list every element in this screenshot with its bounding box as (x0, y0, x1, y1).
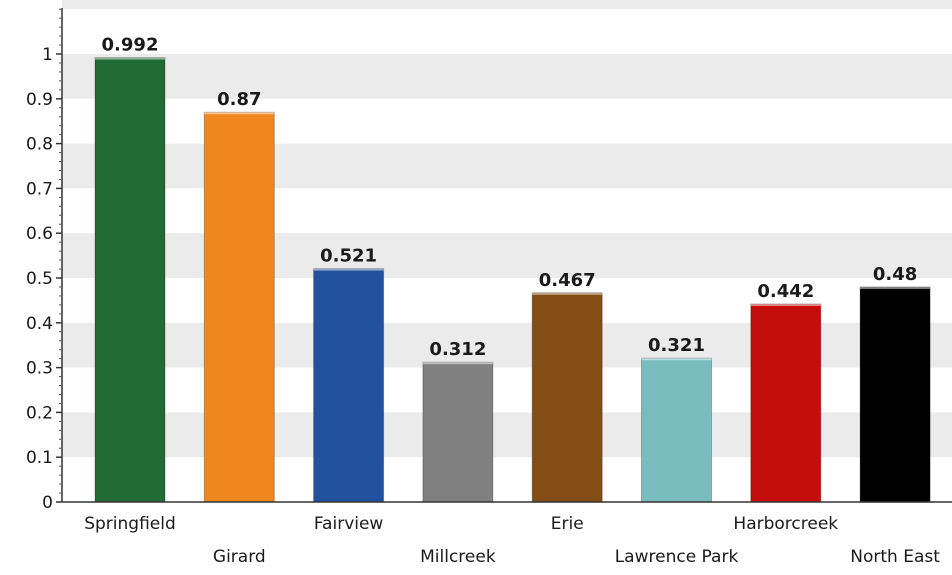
x-tick-label: Girard (213, 547, 266, 567)
bar-harborcreek (750, 303, 822, 503)
y-tick-label: 0 (42, 493, 53, 513)
bar-highlight (313, 268, 384, 271)
value-label: 0.467 (539, 270, 596, 291)
bar-erie (531, 292, 603, 503)
bar-highlight (750, 303, 821, 306)
y-tick-label: 0.8 (26, 135, 53, 155)
bar-north-east (859, 286, 931, 503)
value-label: 0.442 (757, 281, 814, 302)
value-label: 0.521 (320, 246, 377, 267)
y-tick-label: 0.7 (26, 179, 53, 199)
y-axis: 0 0.1 0.2 0.3 0.4 0.5 0.6 0.7 0.8 0.9 1 (26, 8, 952, 513)
grid-band (62, 0, 952, 10)
value-labels: 0.992 0.87 0.521 0.312 0.467 0.321 0.442 0.48 (102, 35, 918, 361)
bar-millcreek (422, 361, 494, 503)
bar-highlight (532, 292, 603, 295)
value-label: 0.992 (102, 35, 159, 56)
x-tick-label: Fairview (314, 514, 384, 534)
value-label: 0.321 (648, 335, 705, 356)
y-tick-label: 0.5 (26, 269, 53, 289)
y-tick-label: 0.4 (26, 314, 53, 334)
y-tick-label: 0.9 (26, 90, 53, 110)
x-axis-labels: Springfield Girard Fairview Millcreek Erie La… (84, 514, 940, 567)
x-tick-label: Harborcreek (733, 514, 838, 534)
y-tick-label: 1 (42, 45, 53, 65)
bar-highlight (204, 112, 275, 115)
bars (94, 57, 931, 503)
grid-band (62, 233, 952, 278)
y-tick-label: 0.1 (26, 448, 53, 468)
x-tick-label: Springfield (84, 514, 176, 534)
bar-lawrence-park (641, 357, 712, 503)
bar-highlight (422, 362, 493, 365)
x-tick-label: North East (850, 547, 940, 567)
y-tick-label: 0.3 (26, 359, 53, 379)
value-label: 0.48 (873, 264, 917, 285)
y-tick-label: 0.2 (26, 403, 53, 423)
value-label: 0.87 (217, 89, 261, 110)
grid-band (62, 143, 952, 189)
bar-highlight (860, 286, 931, 289)
bar-fairview (313, 268, 385, 503)
value-label: 0.312 (429, 339, 486, 360)
x-tick-label: Millcreek (420, 547, 496, 567)
bar-girard (203, 111, 275, 503)
bar-highlight (95, 57, 165, 60)
grid-band (62, 54, 952, 99)
x-tick-label: Lawrence Park (615, 547, 739, 567)
bar-springfield (94, 57, 166, 503)
x-tick-label: Erie (551, 514, 584, 534)
bar-highlight (641, 358, 712, 361)
y-tick-label: 0.6 (26, 224, 53, 244)
